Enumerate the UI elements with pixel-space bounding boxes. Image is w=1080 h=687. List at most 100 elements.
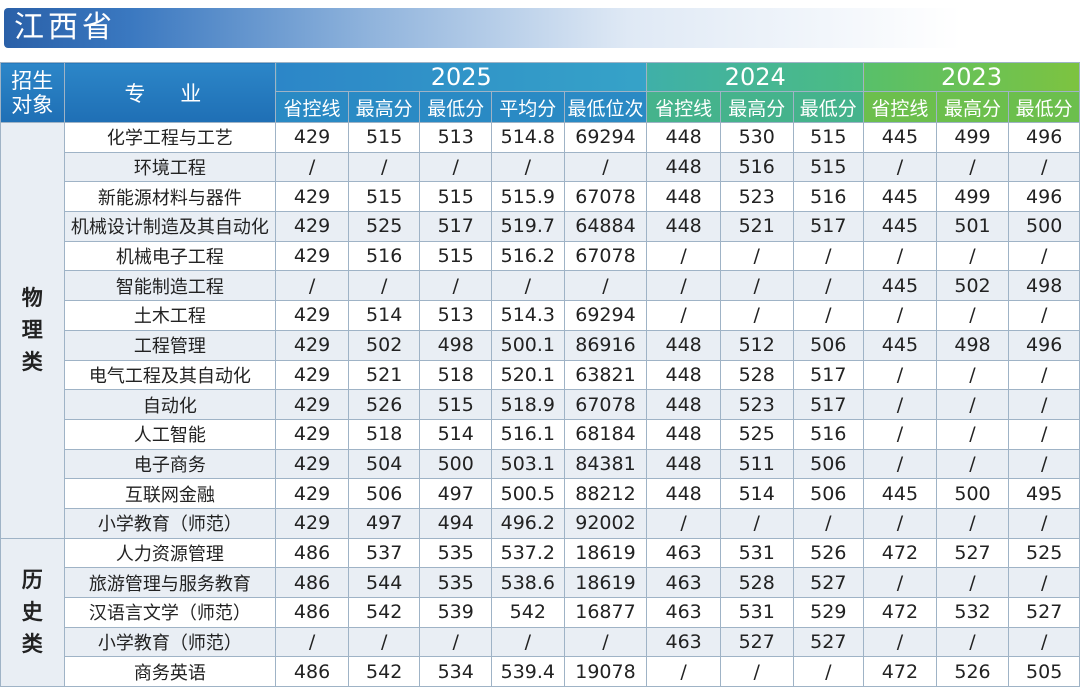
- score-cell: 445: [863, 270, 937, 302]
- score-cell: 516: [719, 151, 794, 183]
- score-cell: 500: [419, 448, 493, 480]
- score-cell: 429: [275, 329, 349, 361]
- header-2023-max-score: 最高分: [935, 91, 1010, 123]
- table-row: 小学教育（师范） 429 497 494 496.2 92002// / / / /: [1, 507, 1080, 539]
- score-cell: 472: [863, 597, 937, 628]
- score-cell: 463: [646, 597, 721, 628]
- major-name-cell: 人工智能: [63, 418, 277, 450]
- score-cell: 519.7: [491, 211, 565, 242]
- score-cell: /: [792, 507, 865, 539]
- table-row: 历史类 人力资源管理 486 537 535 537.2 18619 463 531 526 472…: [0, 537, 1080, 687]
- score-cell: 527: [719, 626, 794, 658]
- score-cell: /: [792, 656, 865, 687]
- score-cell: 506: [347, 478, 421, 509]
- score-cell: 526: [935, 656, 1010, 687]
- table-row: 旅游管理与服务教育 486 544 535 538.6 18619 463 528 527// /: [1, 567, 1080, 598]
- score-cell: 88212: [563, 478, 648, 509]
- score-cell: 445: [863, 211, 937, 242]
- score-cell: 67078: [563, 240, 648, 272]
- score-cell: /: [863, 151, 937, 183]
- score-cell: 499: [935, 181, 1010, 213]
- score-cell: 429: [275, 448, 349, 480]
- score-cell: 472: [863, 537, 937, 569]
- score-cell: 518: [347, 418, 421, 450]
- score-cell: /: [792, 300, 865, 331]
- score-cell: /: [563, 151, 648, 183]
- score-cell: /: [935, 567, 1010, 598]
- header-row-metrics: 省控线 最高分 最低分 平均分 最低位次 省控线 最高分 最低分 省控线 最高分…: [1, 91, 1080, 123]
- score-cell: 517: [792, 359, 865, 391]
- score-cell: 429: [275, 181, 349, 213]
- score-cell: 515: [419, 240, 493, 272]
- score-cell: 528: [719, 567, 794, 598]
- score-cell: 67078: [563, 389, 648, 420]
- score-cell: /: [935, 359, 1010, 391]
- score-cell: 506: [792, 478, 865, 509]
- score-cell: /: [419, 151, 493, 183]
- score-cell: 497: [419, 478, 493, 509]
- score-cell: /: [1008, 507, 1080, 539]
- score-cell: /: [863, 359, 937, 391]
- score-cell: 515: [792, 151, 865, 183]
- major-name-cell: 土木工程: [63, 300, 277, 331]
- score-cell: /: [419, 626, 493, 658]
- score-cell: 504: [347, 448, 421, 480]
- score-cell: 429: [275, 418, 349, 450]
- score-cell: 445: [863, 122, 937, 153]
- major-name-cell: 环境工程: [63, 151, 277, 183]
- score-cell: 516: [347, 240, 421, 272]
- score-cell: /: [719, 300, 794, 331]
- score-cell: 18619: [563, 567, 648, 598]
- score-cell: 429: [275, 122, 349, 153]
- table-body: 物理类 化学工程与工艺 429 515 513 514.8 69294 448 530 515 44…: [0, 122, 1080, 687]
- score-cell: 517: [792, 389, 865, 420]
- province-banner: 江西省: [0, 0, 1080, 62]
- score-cell: 67078: [563, 181, 648, 213]
- score-cell: 429: [275, 359, 349, 391]
- score-cell: 544: [347, 567, 421, 598]
- score-cell: 520.1: [491, 359, 565, 391]
- score-cell: 496: [1008, 181, 1080, 213]
- score-cell: 500: [935, 478, 1010, 509]
- score-cell: 448: [646, 359, 721, 391]
- score-cell: 448: [646, 329, 721, 361]
- table-row: 机械电子工程 429 516 515 516.2 67078// / / / /: [1, 240, 1080, 272]
- score-cell: 512: [719, 329, 794, 361]
- score-cell: 532: [935, 597, 1010, 628]
- major-name-cell: 互联网金融: [63, 478, 277, 509]
- score-cell: /: [863, 389, 937, 420]
- score-cell: /: [491, 626, 565, 658]
- score-cell: 514: [719, 478, 794, 509]
- score-cell: 448: [646, 448, 721, 480]
- score-cell: /: [1008, 448, 1080, 480]
- header-2025-control-line: 省控线: [275, 91, 349, 123]
- score-cell: 500.5: [491, 478, 565, 509]
- score-cell: 448: [646, 151, 721, 183]
- header-2024-control-line: 省控线: [646, 91, 721, 123]
- score-cell: 16877: [563, 597, 648, 628]
- table-row: 土木工程 429 514 513 514.3 69294// / / / /: [1, 300, 1080, 331]
- score-cell: 542: [347, 656, 421, 687]
- score-cell: 486: [275, 656, 349, 687]
- score-cell: /: [935, 448, 1010, 480]
- score-cell: 515: [347, 122, 421, 153]
- score-cell: 92002: [563, 507, 648, 539]
- header-year-2024: 2024: [646, 62, 865, 92]
- score-cell: 463: [646, 537, 721, 569]
- category-cell: 物理类: [0, 122, 65, 539]
- score-cell: 500.1: [491, 329, 565, 361]
- score-cell: 515: [792, 122, 865, 153]
- score-cell: 429: [275, 507, 349, 539]
- score-cell: /: [1008, 359, 1080, 391]
- score-cell: 496: [1008, 329, 1080, 361]
- score-cell: 499: [935, 122, 1010, 153]
- score-cell: 429: [275, 211, 349, 242]
- score-cell: 539: [419, 597, 493, 628]
- header-2025-max-score: 最高分: [347, 91, 421, 123]
- score-cell: /: [1008, 151, 1080, 183]
- score-cell: 472: [863, 656, 937, 687]
- score-cell: 542: [347, 597, 421, 628]
- header-2023-min-score: 最低分: [1008, 91, 1080, 123]
- major-name-cell: 商务英语: [63, 656, 277, 687]
- score-cell: /: [935, 389, 1010, 420]
